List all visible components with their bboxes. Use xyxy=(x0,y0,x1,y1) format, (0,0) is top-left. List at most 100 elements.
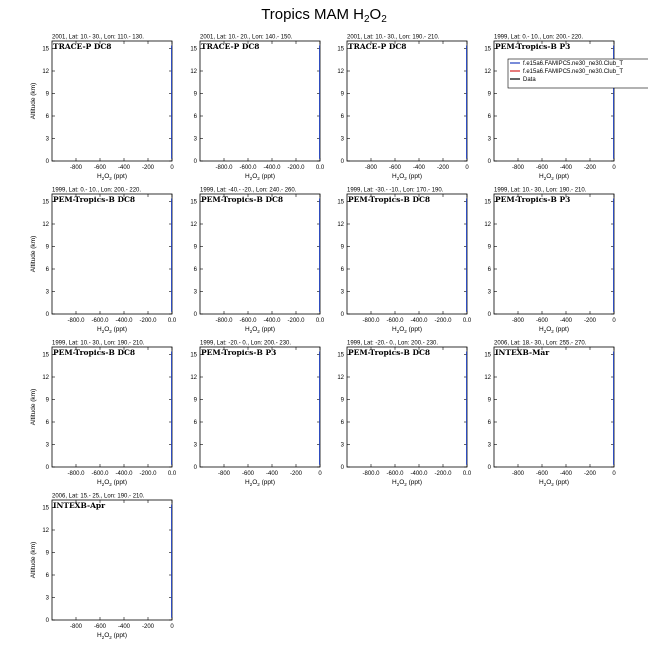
panel-6-ytick-label: 9 xyxy=(194,245,198,251)
panel-6-xtick-label: -600.0 xyxy=(239,318,257,324)
panel-9-xtick-label: -800.0 xyxy=(67,471,85,477)
panel-10-ytick-label: 9 xyxy=(194,398,198,404)
panel-11-frame xyxy=(346,346,468,468)
panel-1-xtick-label: -400 xyxy=(118,165,131,171)
panel-2-xtick-label: -400.0 xyxy=(263,165,281,171)
panel-11-ytick-label: 6 xyxy=(341,420,345,426)
panel-13-ytick-label: 6 xyxy=(46,573,50,579)
panel-12-xtick-label: -800 xyxy=(512,471,525,477)
figure-title-sub2: 2 xyxy=(381,14,387,25)
panel-4-frame xyxy=(493,40,615,162)
panel-13-caption: INTEXB-Apr xyxy=(53,501,106,510)
panel-10-ytick-label: 3 xyxy=(194,443,198,449)
panel-13-xtick-label: -800 xyxy=(70,624,83,630)
panel-4-legend-label: f.e15a6.FAMIPC5.ne30_ne30.Club_T xyxy=(523,61,623,67)
panel-6-xtick-label: 0.0 xyxy=(316,318,325,324)
panel-7-xtick-label: -400.0 xyxy=(410,318,428,324)
panel-5-ytick-label: 0 xyxy=(46,312,50,318)
panel-4-xtick-label: 0 xyxy=(612,165,616,171)
panel-3-xtick-label: -200 xyxy=(437,165,450,171)
panel-1-caption: TRACE-P DC8 xyxy=(53,42,112,51)
panel-6-xtick-label: -800.0 xyxy=(215,318,233,324)
panel-12-xtick-label: -400 xyxy=(560,471,573,477)
panel-8-xlabel: H2O2 (ppt) xyxy=(539,326,569,334)
panel-4-xtick-label: -800 xyxy=(512,165,525,171)
panel-8-xtick-label: -800 xyxy=(512,318,525,324)
panel-6-ytick-label: 6 xyxy=(194,267,198,273)
panel-9-ytick-label: 3 xyxy=(46,443,50,449)
panel-5-ytick-label: 3 xyxy=(46,290,50,296)
panel-7-ytick-label: 0 xyxy=(341,312,345,318)
panel-5-ylabel: Altitude (km) xyxy=(30,236,37,272)
panel-1-xtick-label: -800 xyxy=(70,165,83,171)
panel-10-xtick-label: -400 xyxy=(266,471,279,477)
panel-12-ytick-label: 3 xyxy=(488,443,492,449)
panel-5-xtick-label: -200.0 xyxy=(139,318,157,324)
panel-7-caption: PEM-Tropics-B DC8 xyxy=(348,195,430,204)
panel-13-xtick-label: -400 xyxy=(118,624,131,630)
panel-4-ytick-label: 3 xyxy=(488,137,492,143)
panel-13-xtick-label: -600 xyxy=(94,624,107,630)
panel-12-ytick-label: 6 xyxy=(488,420,492,426)
panel-5-xtick-label: 0.0 xyxy=(168,318,177,324)
panel-10-xtick-label: 0 xyxy=(318,471,322,477)
panel-10-frame xyxy=(199,346,321,468)
panel-5-xtick-label: -800.0 xyxy=(67,318,85,324)
panel-10-xtick-label: -800 xyxy=(218,471,231,477)
panel-9-xlabel: H2O2 (ppt) xyxy=(97,479,127,487)
panel-11-xtick-label: -400.0 xyxy=(410,471,428,477)
panel-3-ytick-label: 6 xyxy=(341,114,345,120)
panel-11-xtick-label: 0.0 xyxy=(463,471,472,477)
panel-2-ytick-label: 6 xyxy=(194,114,198,120)
panel-4-ytick-label: 15 xyxy=(484,47,491,53)
panel-7-frame xyxy=(346,193,468,315)
panel-6-ytick-label: 15 xyxy=(190,200,197,206)
panel-2-subtitle: 2001, Lat: 10.- 20., Lon: 140.- 150. xyxy=(200,35,293,41)
panel-7-xtick-label: -600.0 xyxy=(386,318,404,324)
panel-6-subtitle: 1999, Lat: -40.- -20., Lon: 240.- 260. xyxy=(200,188,297,194)
panel-10-ytick-label: 15 xyxy=(190,353,197,359)
panel-5-xtick-label: -600.0 xyxy=(91,318,109,324)
panel-1-ytick-label: 0 xyxy=(46,159,50,165)
panel-9-ytick-label: 12 xyxy=(42,375,49,381)
panel-8-xtick-label: 0 xyxy=(612,318,616,324)
panel-1-frame xyxy=(51,40,173,162)
panel-9-xtick-label: -200.0 xyxy=(139,471,157,477)
panel-3-ytick-label: 3 xyxy=(341,137,345,143)
panel-3-ytick-label: 9 xyxy=(341,92,345,98)
panel-4-legend-label: f.e15a6.FAMIPC5.ne30_ne30.Club_T xyxy=(523,69,623,75)
panel-2-xlabel: H2O2 (ppt) xyxy=(245,173,275,181)
panel-2-ytick-label: 9 xyxy=(194,92,198,98)
panel-5-xlabel: H2O2 (ppt) xyxy=(97,326,127,334)
panel-2-ytick-label: 15 xyxy=(190,47,197,53)
panel-12-ytick-label: 9 xyxy=(488,398,492,404)
panel-2-xtick-label: -600.0 xyxy=(239,165,257,171)
panel-6-ytick-label: 12 xyxy=(190,222,197,228)
panel-5-subtitle: 1999, Lat: 0.- 10., Lon: 200.- 220. xyxy=(52,188,141,194)
panel-4-xtick-label: -600 xyxy=(536,165,549,171)
panel-7-ytick-label: 12 xyxy=(337,222,344,228)
panel-5-xtick-label: -400.0 xyxy=(115,318,133,324)
panel-1-ytick-label: 15 xyxy=(42,47,49,53)
panel-1-ytick-label: 12 xyxy=(42,69,49,75)
panel-3-ytick-label: 15 xyxy=(337,47,344,53)
panel-1-xlabel: H2O2 (ppt) xyxy=(97,173,127,181)
panel-7-ytick-label: 9 xyxy=(341,245,345,251)
panel-12-xtick-label: 0 xyxy=(612,471,616,477)
panel-3-ytick-label: 0 xyxy=(341,159,345,165)
panel-1-xtick-label: -600 xyxy=(94,165,107,171)
panel-2-ytick-label: 12 xyxy=(190,69,197,75)
panel-8-xtick-label: -600 xyxy=(536,318,549,324)
panel-3-frame xyxy=(346,40,468,162)
panel-12-subtitle: 2006, Lat: 18.- 30., Lon: 255.- 270. xyxy=(494,341,587,347)
panel-5-caption: PEM-Tropics-B DC8 xyxy=(53,195,135,204)
panel-5-ytick-label: 6 xyxy=(46,267,50,273)
panel-12-xtick-label: -200 xyxy=(584,471,597,477)
panel-3-xlabel: H2O2 (ppt) xyxy=(392,173,422,181)
panel-1-xtick-label: -200 xyxy=(142,165,155,171)
panel-10-xlabel: H2O2 (ppt) xyxy=(245,479,275,487)
panel-11-xtick-label: -600.0 xyxy=(386,471,404,477)
panel-13-ytick-label: 0 xyxy=(46,618,50,624)
panel-1-ytick-label: 6 xyxy=(46,114,50,120)
